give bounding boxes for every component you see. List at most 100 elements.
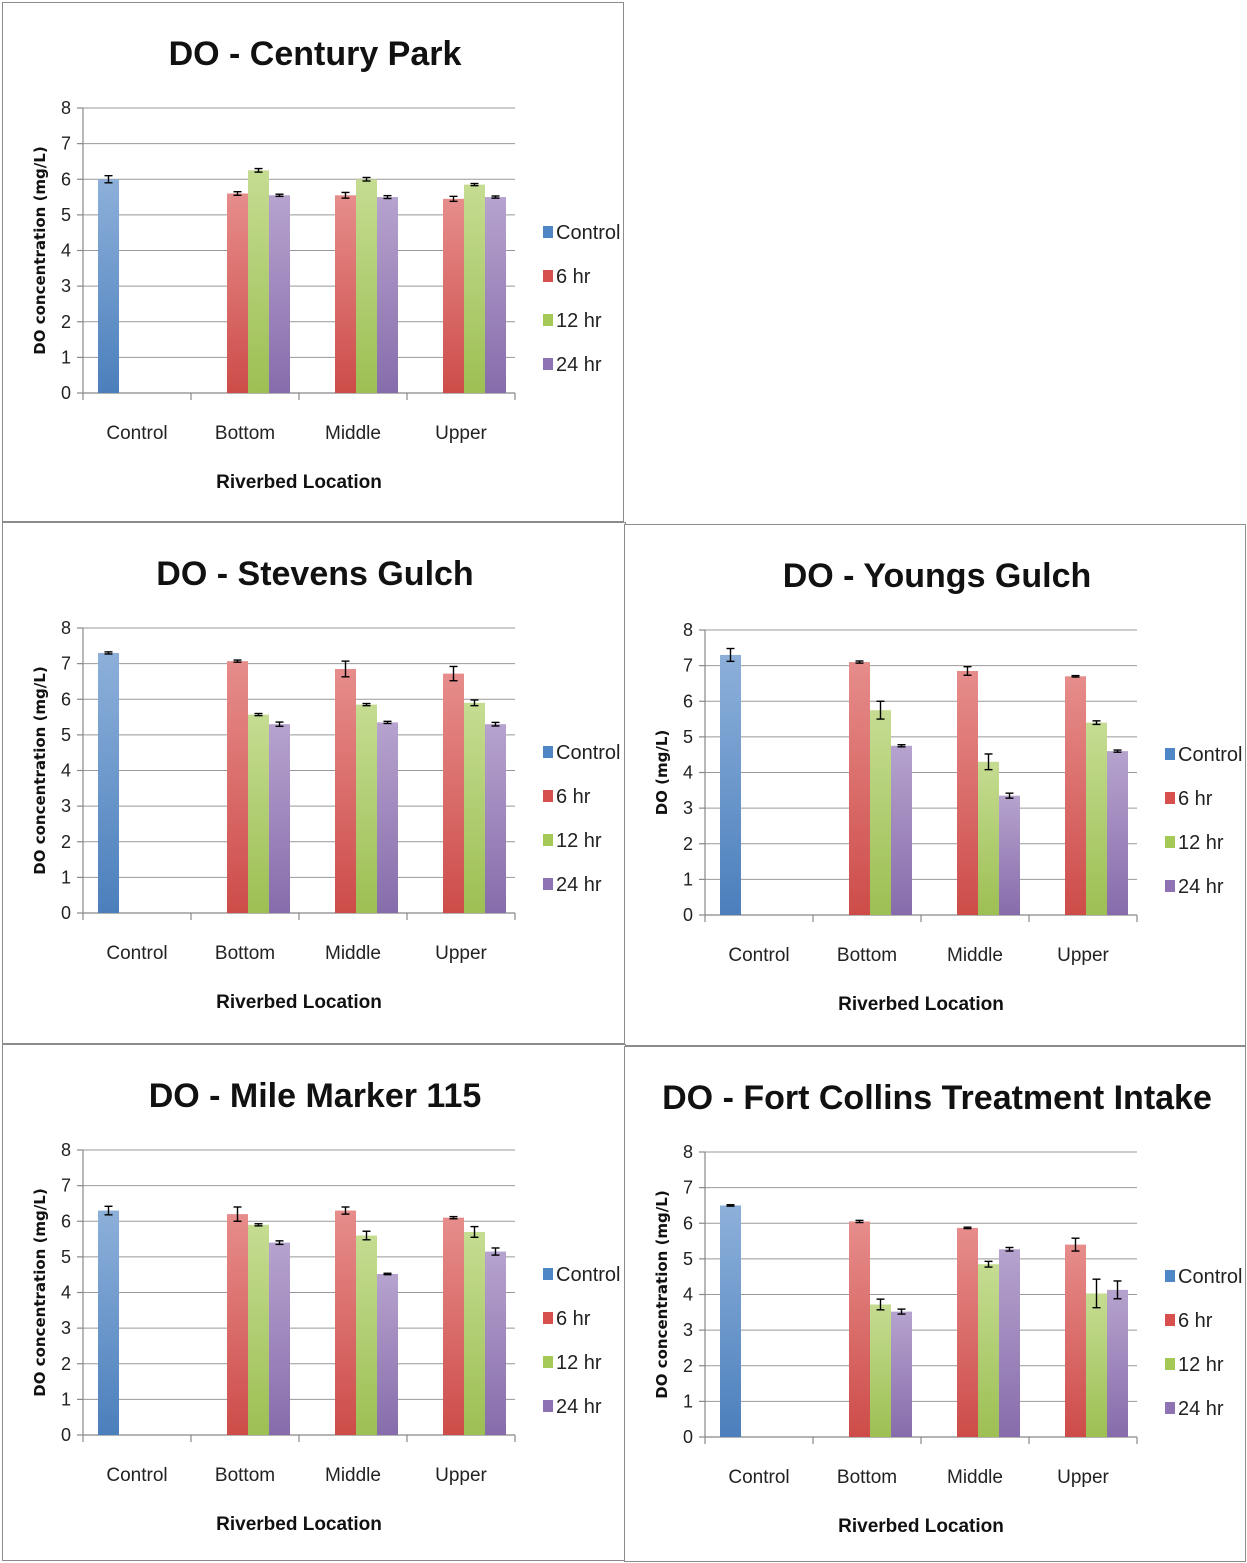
legend-label-6-hr: 6 hr bbox=[556, 266, 591, 288]
category-label: Bottom bbox=[215, 1465, 275, 1486]
bar-24-hr-upper bbox=[1107, 751, 1128, 915]
y-tick-label: 2 bbox=[61, 832, 71, 852]
bar-12-hr-middle bbox=[978, 1264, 999, 1437]
legend-swatch-12-hr bbox=[543, 834, 553, 846]
category-label: Middle bbox=[947, 1467, 1003, 1488]
y-axis-label: DO concentration (mg/L) bbox=[31, 146, 49, 354]
legend-label-control: Control bbox=[556, 742, 620, 764]
category-label: Upper bbox=[1057, 945, 1109, 966]
bar-12-hr-upper bbox=[464, 1231, 485, 1435]
y-tick-label: 5 bbox=[61, 205, 71, 225]
legend-label-12-hr: 12 hr bbox=[556, 310, 602, 332]
x-axis-label: Riverbed Location bbox=[216, 1514, 382, 1535]
chart-mile-marker-115: DO - Mile Marker 115 0 1 2 3 4 5 6 7 8 Control Bott… bbox=[31, 1077, 620, 1535]
y-tick-label: 3 bbox=[61, 276, 71, 296]
category-label: Control bbox=[106, 1465, 167, 1486]
category-label: Upper bbox=[1057, 1467, 1109, 1488]
bar-24-hr-upper bbox=[485, 1251, 506, 1435]
y-tick-label: 1 bbox=[61, 867, 71, 887]
y-tick-label: 8 bbox=[683, 1142, 693, 1162]
y-axis-label: DO (mg/L) bbox=[653, 730, 671, 816]
bar-6-hr-upper bbox=[443, 673, 464, 913]
y-tick-label: 3 bbox=[683, 798, 693, 818]
y-tick-label: 0 bbox=[683, 1427, 693, 1447]
bar-24-hr-upper bbox=[485, 197, 506, 393]
category-label: Bottom bbox=[837, 945, 897, 966]
x-axis-label: Riverbed Location bbox=[216, 992, 382, 1013]
legend-label-control: Control bbox=[1178, 1266, 1242, 1288]
chart-panel-fort-collins: DO - Fort Collins Treatment Intake 0 1 2 3 4 5… bbox=[624, 1046, 1246, 1562]
category-label: Bottom bbox=[215, 943, 275, 964]
legend-label-12-hr: 12 hr bbox=[1178, 832, 1224, 854]
legend-label-12-hr: 12 hr bbox=[1178, 1354, 1224, 1376]
y-axis-label: DO concentration (mg/L) bbox=[31, 666, 49, 874]
y-tick-label: 7 bbox=[683, 656, 693, 676]
y-tick-label: 7 bbox=[61, 1176, 71, 1196]
y-tick-label: 6 bbox=[61, 689, 71, 709]
y-tick-label: 5 bbox=[683, 1249, 693, 1269]
category-label: Upper bbox=[435, 943, 487, 964]
legend-swatch-control bbox=[1165, 1270, 1175, 1282]
bar-12-hr-upper bbox=[464, 702, 485, 913]
y-tick-label: 6 bbox=[683, 1213, 693, 1233]
bar-12-hr-bottom bbox=[248, 170, 269, 393]
category-label: Control bbox=[106, 423, 167, 444]
y-tick-label: 5 bbox=[683, 727, 693, 747]
y-tick-label: 7 bbox=[683, 1178, 693, 1198]
bar-12-hr-upper bbox=[1086, 722, 1107, 915]
y-tick-label: 1 bbox=[683, 1391, 693, 1411]
legend-label-control: Control bbox=[1178, 744, 1242, 766]
chart-century-park: DO - Century Park 0 1 2 3 4 5 6 7 8 Control Bottom M… bbox=[31, 35, 620, 493]
bar-12-hr-middle bbox=[356, 1235, 377, 1435]
y-tick-label: 7 bbox=[61, 134, 71, 154]
bar-12-hr-bottom bbox=[248, 714, 269, 913]
x-axis-label: Riverbed Location bbox=[838, 1516, 1004, 1537]
legend-label-12-hr: 12 hr bbox=[556, 1352, 602, 1374]
y-tick-label: 1 bbox=[61, 347, 71, 367]
category-label: Control bbox=[106, 943, 167, 964]
bar-24-hr-middle bbox=[377, 197, 398, 393]
bar-12-hr-upper bbox=[464, 184, 485, 393]
y-tick-label: 6 bbox=[683, 691, 693, 711]
bar-6-hr-upper bbox=[443, 198, 464, 393]
y-tick-label: 8 bbox=[61, 618, 71, 638]
bar-6-hr-upper bbox=[1065, 1244, 1086, 1437]
bar-6-hr-middle bbox=[335, 1210, 356, 1435]
legend-swatch-24-hr bbox=[543, 358, 553, 370]
legend-swatch-control bbox=[543, 226, 553, 238]
bar-6-hr-bottom bbox=[849, 662, 870, 915]
chart-panel-stevens-gulch: DO - Stevens Gulch 0 1 2 3 4 5 6 7 8 Control Bottom… bbox=[2, 522, 626, 1044]
y-tick-label: 3 bbox=[683, 1320, 693, 1340]
category-label: Bottom bbox=[215, 423, 275, 444]
x-axis-label: Riverbed Location bbox=[838, 994, 1004, 1015]
legend-swatch-24-hr bbox=[543, 878, 553, 890]
legend-label-24-hr: 24 hr bbox=[1178, 876, 1224, 898]
bar-12-hr-middle bbox=[978, 761, 999, 915]
y-tick-label: 4 bbox=[683, 1285, 693, 1305]
legend-swatch-12-hr bbox=[1165, 836, 1175, 848]
bar-6-hr-middle bbox=[957, 670, 978, 915]
bar-24-hr-middle bbox=[377, 1273, 398, 1435]
y-tick-label: 4 bbox=[61, 241, 71, 261]
y-tick-label: 4 bbox=[683, 763, 693, 783]
chart-title: DO - Fort Collins Treatment Intake bbox=[662, 1079, 1212, 1117]
legend-label-6-hr: 6 hr bbox=[1178, 788, 1213, 810]
bar-24-hr-bottom bbox=[269, 724, 290, 913]
chart-title: DO - Stevens Gulch bbox=[156, 555, 473, 593]
y-tick-label: 0 bbox=[61, 903, 71, 923]
y-tick-label: 0 bbox=[61, 383, 71, 403]
legend-label-24-hr: 24 hr bbox=[556, 874, 602, 896]
chart-stevens-gulch: DO - Stevens Gulch 0 1 2 3 4 5 6 7 8 Control Bottom… bbox=[31, 555, 620, 1013]
legend-swatch-control bbox=[1165, 748, 1175, 760]
y-tick-label: 2 bbox=[683, 1356, 693, 1376]
bar-control-control bbox=[720, 1205, 741, 1437]
legend-swatch-6-hr bbox=[543, 790, 553, 802]
legend-swatch-6-hr bbox=[1165, 1314, 1175, 1326]
y-tick-label: 2 bbox=[61, 1354, 71, 1374]
y-axis-label: DO concentration (mg/L) bbox=[31, 1188, 49, 1396]
bar-control-control bbox=[98, 1210, 119, 1435]
bar-6-hr-upper bbox=[1065, 676, 1086, 915]
y-tick-label: 2 bbox=[683, 834, 693, 854]
bar-24-hr-bottom bbox=[269, 1242, 290, 1435]
y-tick-label: 4 bbox=[61, 1283, 71, 1303]
